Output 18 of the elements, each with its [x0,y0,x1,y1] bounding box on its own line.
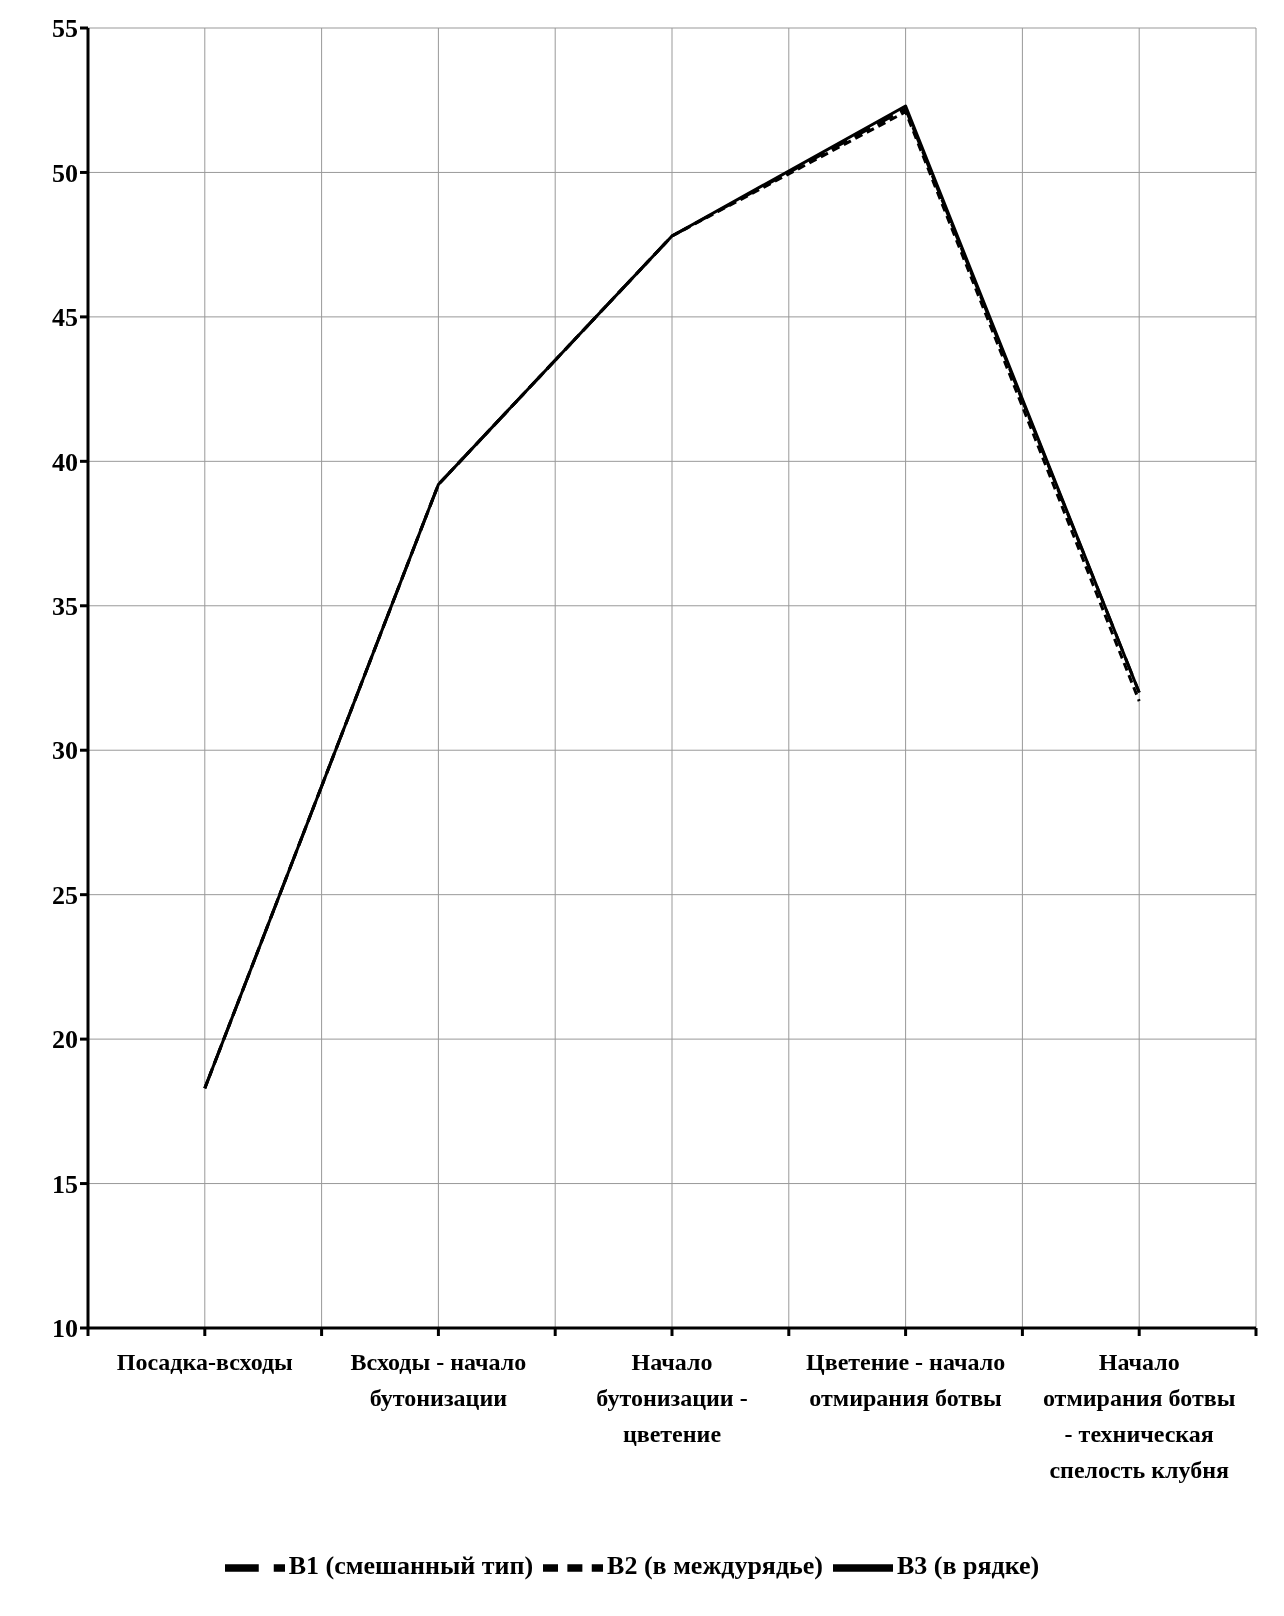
legend-label: В1 (смешанный тип) [288,1550,534,1580]
legend-label: В2 (в междурядье) [607,1550,824,1580]
y-tick-label: 25 [52,880,78,910]
y-tick-label: 45 [52,303,78,333]
x-tick-label: Начало отмирания ботвы - техническая спелость клубня [1042,1349,1236,1483]
y-tick-label: 40 [52,447,78,477]
y-tick-label: 55 [52,14,78,44]
y-tick-label: 30 [52,736,78,766]
y-tick-label: 15 [52,1169,78,1199]
x-tick-label: Всходы - начало бутонизации [350,1349,527,1411]
y-tick-label: 35 [52,592,78,622]
legend-label: В3 (в рядке) [897,1550,1040,1580]
y-tick-label: 20 [52,1025,78,1055]
y-tick-label: 10 [52,1314,78,1344]
x-tick-label: Посадка-всходы [116,1349,294,1375]
y-tick-label: 50 [52,158,78,188]
x-tick-label: Цветение - начало отмирания ботвы [806,1349,1006,1411]
x-tick-label: Начало бутонизации - цветение [596,1349,748,1447]
